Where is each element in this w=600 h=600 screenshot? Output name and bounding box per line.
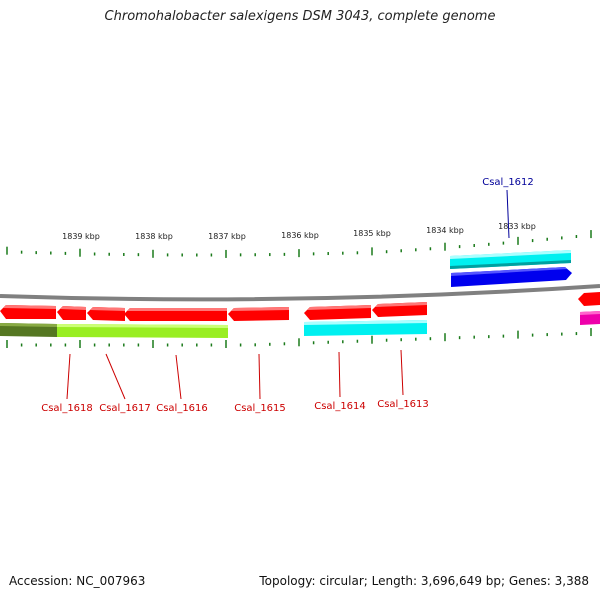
cyan-feature-upper-shadow [450,260,571,269]
leader-csal-1613 [400,349,404,396]
red-gene-track [0,292,600,321]
gene-csal-1616[interactable] [124,308,227,321]
label-csal-1616[interactable]: Csal_1616 [156,403,208,414]
gene-csal-1616-highlight [127,308,227,311]
lime-feature-highlight [57,324,228,328]
gene-csal-1618-highlight [3,305,56,309]
label-csal-1618[interactable]: Csal_1618 [41,403,93,414]
gene-csal-1613-highlight [375,302,427,307]
leader-csal-1612 [506,189,510,239]
accession-text: Accession: NC_007963 [9,574,146,588]
gene-csal-1612[interactable] [451,267,572,287]
olive-feature-highlight [0,323,57,327]
label-csal-1612[interactable]: Csal_1612 [482,177,534,188]
leader-csal-1614 [338,351,341,398]
gene-csal-1618[interactable] [0,305,56,319]
genome-title: Chromohalobacter salexigens DSM 3043, co… [104,9,496,24]
feature-lime-track [0,323,228,338]
scale-label-1835: 1835 kbp [353,229,391,238]
gene-right-edge-arrow [578,292,600,306]
gene-csal-1614-highlight [307,305,371,310]
cyan-feature-upper-highlight [450,250,571,259]
bottom-tick-row [6,328,592,348]
gene-csal-1612-highlight [451,267,567,276]
scale-label-1834: 1834 kbp [426,226,464,235]
label-csal-1617[interactable]: Csal_1617 [99,403,151,414]
gene-csal-1615[interactable] [228,307,289,321]
leader-csal-1618 [66,353,71,400]
gene-csal-1617a-highlight [60,306,86,310]
genome-backbone [0,284,600,302]
scale-label-1833: 1833 kbp [498,222,536,231]
gene-csal-1614[interactable] [304,305,371,320]
label-leaders [66,189,510,400]
gene-right-edge[interactable] [578,292,600,306]
label-csal-1615[interactable]: Csal_1615 [234,403,286,414]
scale-label-1837: 1837 kbp [208,232,246,241]
leader-csal-1615 [258,353,261,400]
genome-summary-text: Topology: circular; Length: 3,696,649 bp… [259,574,589,588]
scale-label-1838: 1838 kbp [135,232,173,241]
scale-label-1839: 1839 kbp [62,232,100,241]
gene-csal-1617a[interactable] [57,306,86,320]
feature-cyan-track [304,250,571,336]
scale-label-1836: 1836 kbp [281,231,319,240]
magenta-feature-highlight [580,311,600,315]
gene-csal-1617-highlight [90,307,125,311]
gene-csal-1615-highlight [231,307,289,311]
gene-csal-1613[interactable] [372,302,427,317]
leader-csal-1616 [175,354,182,400]
label-csal-1614[interactable]: Csal_1614 [314,401,366,412]
gene-csal-1616-arrow [124,308,227,321]
cyan-feature-lower-highlight [304,320,427,325]
label-csal-1613[interactable]: Csal_1613 [377,399,429,410]
leader-csal-1617 [105,353,126,400]
scale-labels: 1839 kbp 1838 kbp 1837 kbp 1836 kbp 1835… [62,222,536,241]
gene-csal-1617[interactable] [87,307,125,321]
magenta-feature[interactable] [580,311,600,325]
top-tick-row [6,230,592,258]
gene-labels: Csal_1618 Csal_1617 Csal_1616 Csal_1615 … [41,177,534,414]
